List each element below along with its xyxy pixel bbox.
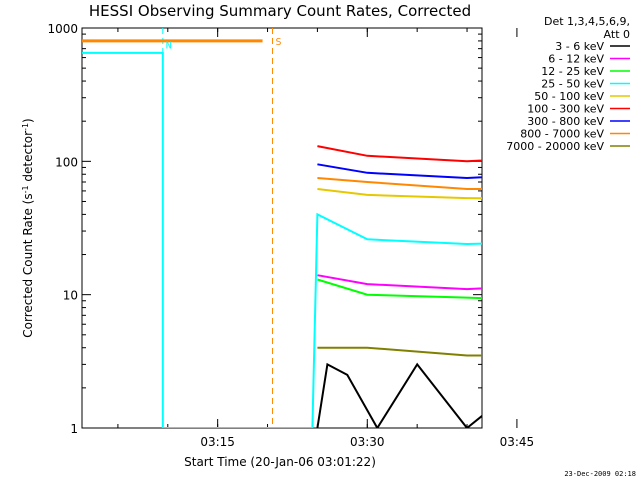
y-axis-label-part-3: ) <box>21 118 35 123</box>
legend-label: 100 - 300 keV <box>527 103 604 116</box>
legend-label: 25 - 50 keV <box>541 78 604 91</box>
series-line-800-7000-kev <box>317 177 482 190</box>
plot-frame <box>81 27 483 429</box>
x-tick-label: 03:15 <box>200 435 235 449</box>
series-line-3-6-kev <box>316 362 482 428</box>
footer-timestamp: 23-Dec-2009 02:18 <box>564 470 636 478</box>
y-axis-label-part-1: Corrected Count Rate (s <box>21 193 35 337</box>
legend-label: 12 - 25 keV <box>541 65 604 78</box>
x-tick-label: 03:45 <box>500 435 535 449</box>
series-line-50-100-kev <box>317 188 482 200</box>
series-line-300-800-kev <box>317 163 482 180</box>
legend-label: 6 - 12 keV <box>548 53 604 66</box>
legend-header-line-2: Att 0 <box>604 28 630 41</box>
series-line-100-300-kev <box>317 145 482 163</box>
x-tick-label: 03:30 <box>350 435 385 449</box>
y-tick-label: 1000 <box>47 22 78 36</box>
legend-label: 7000 - 20000 keV <box>506 140 604 153</box>
legend-label: 50 - 100 keV <box>534 90 604 103</box>
legend-label: 800 - 7000 keV <box>520 128 604 141</box>
annotation-label-s: S <box>276 37 282 48</box>
series-line-7000-20000-kev <box>317 346 482 357</box>
legend-label: 300 - 800 keV <box>527 115 604 128</box>
y-axis-label: Corrected Count Rate (s-1 detector-1) <box>21 118 36 337</box>
series-line-12-25-kev <box>317 278 482 300</box>
plot-area <box>82 28 482 428</box>
y-axis-label-sup-1: -1 <box>21 185 30 193</box>
legend-label: 3 - 6 keV <box>555 40 604 53</box>
y-axis-label-part-2: detector <box>21 131 35 186</box>
legend-header-line-1: Det 1,3,4,5,6,9, <box>544 15 630 28</box>
y-axis-label-sup-2: -1 <box>21 123 30 131</box>
y-tick-label: 1 <box>70 422 78 436</box>
y-tick-label: 100 <box>55 155 78 169</box>
annotation-label-n: N <box>166 41 172 52</box>
x-axis-label: Start Time (20-Jan-06 03:01:22) <box>184 455 376 469</box>
chart-title: HESSI Observing Summary Count Rates, Cor… <box>89 2 471 20</box>
y-tick-label: 10 <box>63 289 78 303</box>
